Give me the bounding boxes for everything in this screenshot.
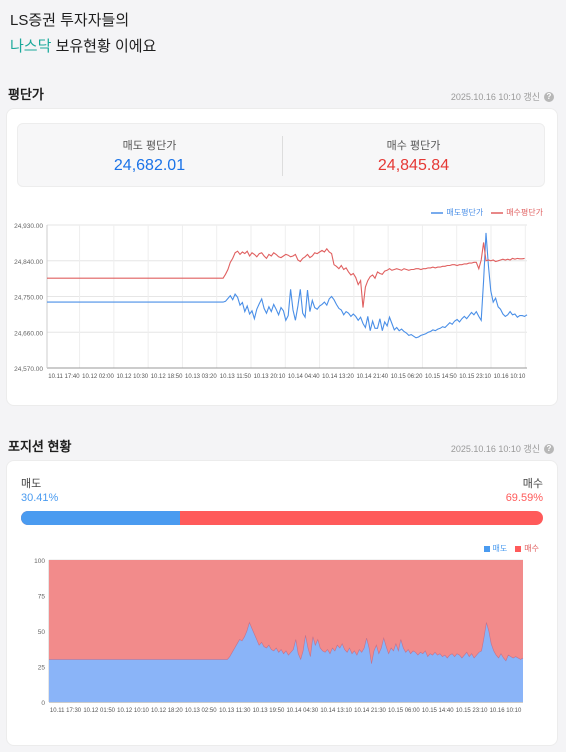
y-tick-label: 24,840.00 [14, 259, 43, 266]
avg-price-summary: 매도 평단가 24,682.01 매수 평단가 24,845.84 [17, 123, 545, 187]
x-tick-label: 10.12 02:00 [82, 374, 114, 380]
x-tick-label: 10.14 21:40 [356, 374, 388, 380]
x-tick-label: 10.15 06:20 [391, 374, 423, 380]
position-ratio-sell-fill [21, 511, 180, 525]
headline-line1: LS증권 투자자들의 [10, 12, 130, 29]
x-tick-label: 10.15 14:50 [425, 374, 457, 380]
x-tick-label: 10.11 17:40 [48, 374, 80, 380]
x-tick-label: 10.13 02:50 [185, 708, 217, 714]
x-tick-label: 10.15 14:40 [422, 708, 454, 714]
y-tick-label: 25 [38, 665, 46, 672]
sell-position-label: 매도 [21, 478, 42, 490]
headline: LS증권 투자자들의 나스닥 보유현황 이에요 [10, 8, 156, 60]
buy-avg-series-line [47, 242, 525, 308]
help-icon[interactable]: ? [544, 91, 554, 102]
pos-updated-meta: 2025.10.16 10:10 갱신 ? [451, 442, 554, 455]
x-tick-label: 10.14 13:20 [322, 374, 354, 380]
section-title-avg-price: 평단가 [8, 87, 44, 102]
avg-price-card: 매도 평단가 24,682.01 매수 평단가 24,845.84 매도평단가 … [6, 108, 558, 406]
x-tick-label: 10.16 10:10 [494, 374, 526, 380]
x-tick-label: 10.15 23:10 [459, 374, 491, 380]
avg-updated-time: 2025.10.16 10:10 갱신 [450, 92, 540, 102]
x-tick-label: 10.16 10:10 [490, 708, 522, 714]
x-tick-label: 10.12 18:50 [151, 374, 183, 380]
sell-avg-label: 매도 평단가 [122, 140, 177, 152]
x-tick-label: 10.13 11:50 [220, 374, 252, 380]
buy-avg-value: 24,845.84 [377, 157, 450, 174]
x-tick-label: 10.14 04:40 [288, 374, 320, 380]
sell-position-percent: 30.41% [21, 492, 59, 504]
y-tick-label: 24,570.00 [14, 366, 43, 373]
avg-updated-meta: 2025.10.16 10:10 갱신 ? [451, 90, 554, 103]
x-tick-label: 10.14 21:30 [354, 708, 386, 714]
avg-price-line-chart[interactable]: 24,930.00 24,840.00 24,750.00 24,660.00 24,5… [7, 219, 557, 395]
headline-line2: 나스닥 보유현황 이에요 [10, 34, 156, 60]
legend-item-buy[interactable]: 매수 [515, 543, 539, 554]
buy-avg-label: 매수 평단가 [386, 140, 441, 152]
legend-swatch-buy [515, 545, 522, 552]
x-tick-label: 10.15 23:10 [456, 708, 488, 714]
position-ratio-bar [21, 511, 543, 525]
buy-position-percent: 69.59% [505, 492, 543, 504]
legend-swatch-sell [483, 545, 490, 552]
legend-item-sell-avg[interactable]: 매도평단가 [431, 207, 483, 218]
y-tick-label: 75 [38, 594, 46, 601]
sell-avg-value: 24,682.01 [113, 157, 186, 174]
x-tick-label: 10.13 20:10 [254, 374, 286, 380]
position-area-chart[interactable]: 100 75 50 25 0 10.11 17:30 10.12 01:50 10.12 10… [7, 553, 557, 729]
help-icon[interactable]: ? [544, 443, 554, 454]
x-tick-label: 10.12 10:30 [116, 374, 148, 380]
buy-avg-block: 매수 평단가 24,845.84 [282, 124, 545, 186]
y-tick-label: 0 [41, 700, 45, 707]
legend-label-buy: 매수 [524, 544, 539, 553]
summary-divider [282, 136, 283, 176]
x-tick-label: 10.11 17:30 [50, 708, 82, 714]
legend-item-sell[interactable]: 매도 [483, 543, 508, 554]
headline-line2-rest: 보유현황 이에요 [51, 38, 157, 55]
pos-updated-time: 2025.10.16 10:10 갱신 [450, 444, 540, 454]
legend-label-sell: 매도 [492, 544, 508, 553]
x-tick-label: 10.13 03:20 [185, 374, 217, 380]
x-tick-label: 10.15 06:00 [388, 708, 420, 714]
pos-chart-legend[interactable]: 매도 매수 [483, 543, 539, 554]
x-tick-label: 10.12 10:10 [117, 708, 149, 714]
section-title-position: 포지션 현황 [8, 439, 72, 454]
buy-position-label: 매수 [522, 478, 543, 490]
x-tick-label: 10.12 18:20 [151, 708, 183, 714]
legend-item-buy-avg[interactable]: 매수평단가 [491, 207, 543, 218]
asset-name[interactable]: 나스닥 [10, 38, 52, 55]
legend-label-buy-avg: 매수평단가 [506, 208, 543, 217]
position-card: 매도 30.41% 매수 69.59% 매도 매수 100 75 50 25 0 10.1… [6, 460, 558, 746]
sell-area [49, 622, 523, 702]
y-tick-label: 24,660.00 [14, 330, 43, 337]
legend-label-sell-avg: 매도평단가 [446, 208, 484, 217]
sell-area-boundary [49, 621, 524, 664]
x-tick-label: 10.13 11:30 [219, 708, 251, 714]
x-tick-label: 10.13 19:50 [253, 708, 285, 714]
y-tick-label: 100 [34, 558, 45, 565]
y-tick-label: 24,930.00 [14, 223, 43, 230]
sell-avg-block: 매도 평단가 24,682.01 [18, 124, 281, 186]
y-tick-label: 50 [38, 629, 46, 636]
y-tick-label: 24,750.00 [14, 295, 43, 302]
x-tick-label: 10.12 01:50 [83, 708, 115, 714]
x-tick-label: 10.14 04:30 [286, 708, 318, 714]
avg-chart-legend[interactable]: 매도평단가 매수평단가 [431, 207, 543, 218]
x-tick-label: 10.14 13:10 [320, 708, 352, 714]
sell-avg-series-line [47, 232, 528, 339]
